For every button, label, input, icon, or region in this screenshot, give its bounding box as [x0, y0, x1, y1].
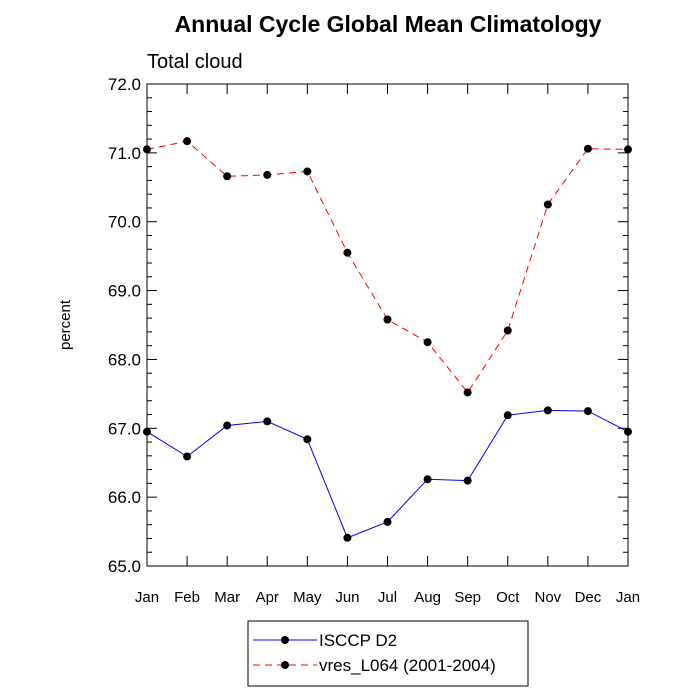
x-tick-label: Apr [256, 589, 279, 606]
series-2-point [183, 137, 192, 146]
x-tick-label: Nov [534, 589, 561, 606]
y-axis: 65.0 66.0 67.0 68.0 69.0 70.0 71.0 72.0 [108, 75, 628, 576]
series-1-point [183, 452, 192, 461]
series-2-point [624, 145, 632, 154]
x-tick-label: Mar [214, 589, 240, 606]
series-1-point [583, 407, 592, 416]
series-1-point [343, 533, 352, 542]
series-2-point [503, 326, 512, 335]
x-tick-label: Aug [414, 589, 441, 606]
series-2-point [543, 200, 552, 209]
y-axis-label: percent [57, 299, 74, 350]
series-2-point [263, 170, 272, 179]
y-tick-label: 69.0 [108, 282, 141, 301]
series-1-point [503, 411, 512, 420]
y-tick-label: 67.0 [108, 419, 141, 438]
y-tick-label: 65.0 [108, 557, 141, 576]
series-2-point [303, 167, 312, 176]
x-axis: Jan Feb Mar Apr May Jun Jul Aug Sep Oct Nov Dec Jan [135, 84, 640, 606]
series-2-point [583, 144, 592, 153]
plot-frame [146, 83, 629, 567]
series-1-point [423, 475, 432, 484]
x-tick-label: May [293, 589, 322, 606]
x-tick-label: Oct [496, 589, 520, 606]
series-2-point [343, 248, 352, 257]
y-tick-label: 66.0 [108, 488, 141, 507]
x-tick-label: Jan [135, 589, 159, 606]
x-tick-label: Jul [378, 589, 397, 606]
chart-title: Annual Cycle Global Mean Climatology [175, 11, 602, 37]
series-2-point [463, 388, 472, 397]
x-tick-label: Jan [616, 589, 640, 606]
series-2-point [383, 315, 392, 324]
series-2-point [143, 145, 151, 154]
series-1-point [263, 417, 272, 426]
y-tick-label: 71.0 [108, 144, 141, 163]
series-line-2 [146, 140, 629, 394]
chart-subtitle: Total cloud [147, 51, 243, 73]
y-tick-label: 72.0 [108, 75, 141, 94]
series-1-point [624, 427, 632, 436]
series-1-point [223, 421, 232, 430]
series-layer [143, 137, 632, 542]
series-2-point [423, 338, 432, 347]
legend-label-2: vres_L064 (2001-2004) [319, 656, 496, 675]
series-1-point [143, 427, 151, 436]
x-tick-label: Sep [454, 589, 481, 606]
y-tick-label: 68.0 [108, 350, 141, 369]
x-tick-label: Feb [174, 589, 200, 606]
legend-box [247, 620, 529, 687]
x-tick-label: Dec [575, 589, 602, 606]
legend: ISCCP D2 vres_L064 (2001-2004) [247, 620, 529, 687]
y-tick-label: 70.0 [108, 213, 141, 232]
legend-label-1: ISCCP D2 [319, 631, 397, 650]
series-1-point [303, 435, 312, 444]
series-1-point [383, 517, 392, 526]
legend-marker-2 [281, 661, 289, 669]
x-tick-label: Jun [335, 589, 359, 606]
series-1-point [463, 476, 472, 485]
series-2-point [223, 172, 232, 181]
series-1-point [543, 406, 552, 415]
legend-marker-1 [281, 636, 289, 644]
